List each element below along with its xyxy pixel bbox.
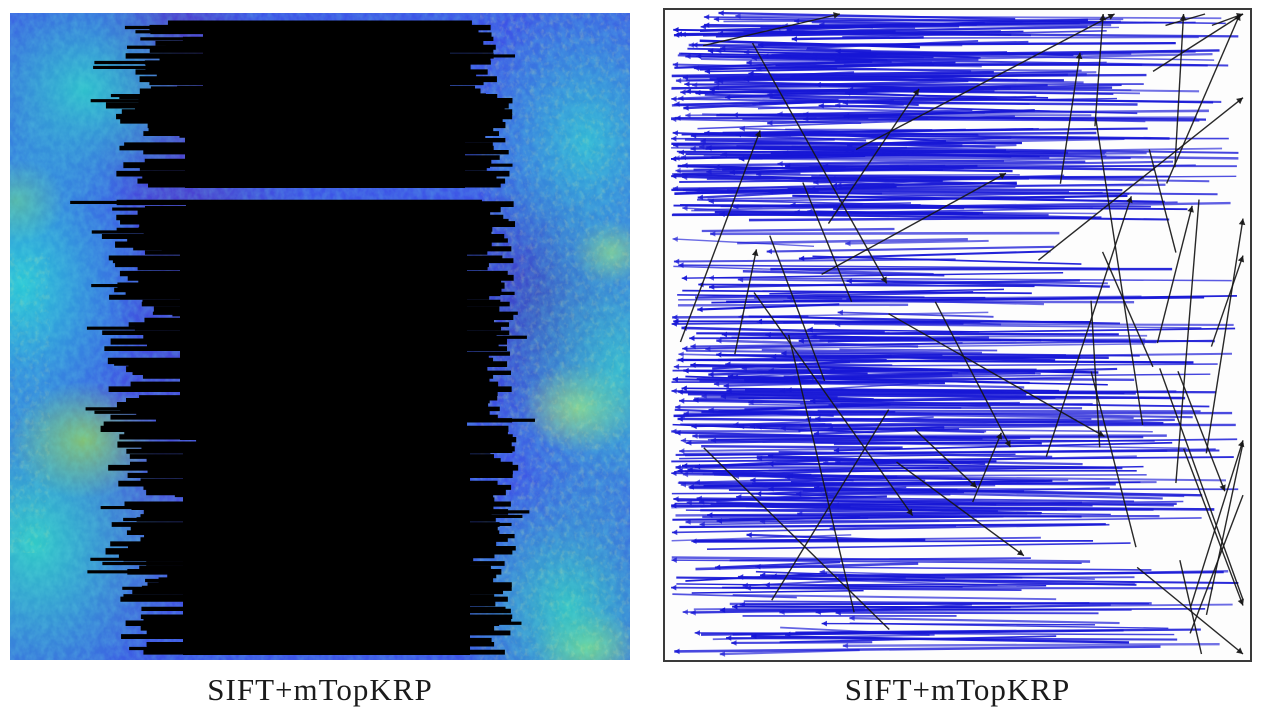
right-subfigure-plot-svg [670,10,1246,657]
left-subfigure-caption: SIFT+mTopKRP [207,672,433,707]
left-subfigure-overlay-svg [10,13,630,660]
right-subfigure-match-plot [663,8,1252,662]
black-match-lines [70,20,535,655]
left-subfigure-matched-image [10,13,630,660]
inlier-match-vectors [670,10,1239,657]
right-subfigure-caption: SIFT+mTopKRP [844,672,1071,707]
outlier-match-vectors [679,12,1246,655]
satellite-yellow-speckle-left [10,253,50,553]
